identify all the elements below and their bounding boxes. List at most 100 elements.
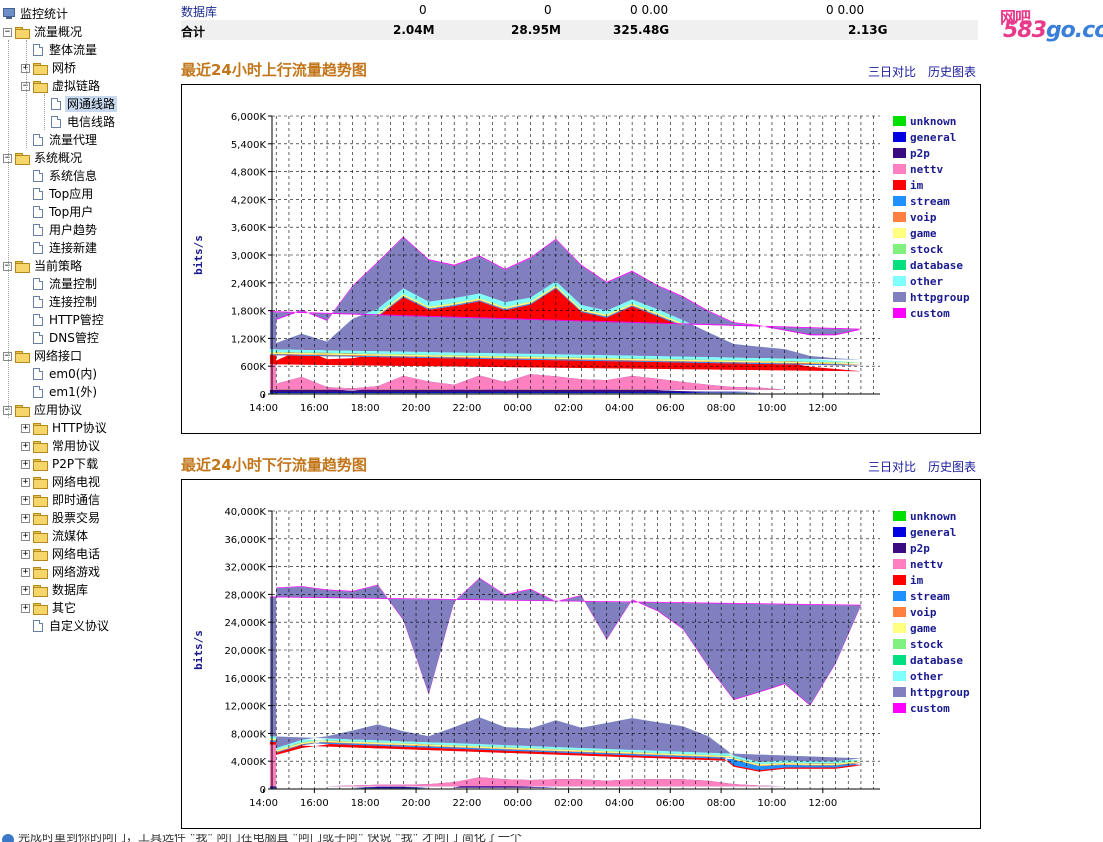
page-icon [33,386,43,398]
download-compare-link[interactable]: 三日对比 [868,460,917,474]
folder-icon [33,422,48,435]
folder-icon [33,458,48,471]
tree-item[interactable]: + 网桥 [21,59,78,77]
tree-item[interactable]: + 常用协议 [21,437,102,455]
tree-item[interactable]: DNS管控 [21,329,101,347]
y-tick-label: 4,800K [231,168,267,179]
x-tick-label: 04:00 [605,403,634,414]
y-tick-label: 1,200K [231,334,267,345]
series-area-httpgroup [269,578,861,762]
collapse-icon[interactable]: − [3,260,12,271]
expand-icon[interactable]: + [21,584,30,595]
upload-compare-link[interactable]: 三日对比 [868,65,917,79]
tree-item[interactable]: 流量控制 [21,275,99,293]
upload-history-link[interactable]: 历史图表 [928,65,977,79]
tree-item[interactable]: − 当前策略 [3,257,84,275]
legend-label: im [910,178,924,192]
expand-icon[interactable]: + [21,440,30,451]
y-tick-label: 0 [260,785,266,796]
page-icon [33,188,43,200]
tree-item-label: 网络游戏 [52,565,101,579]
tree-item[interactable]: 自定义协议 [21,617,111,635]
folder-icon [33,566,48,579]
legend-item-unknown: unknown [893,113,970,129]
tree-item[interactable]: em0(内) [21,365,99,383]
tree-item[interactable]: 电信线路 [39,113,117,131]
legend-label: unknown [910,114,957,128]
collapse-icon[interactable]: − [21,80,30,91]
tree-item[interactable]: 整体流量 [21,41,99,59]
legend-swatch [893,655,906,665]
y-tick-label: 20,000K [224,646,266,657]
collapse-icon[interactable]: − [3,26,12,37]
x-tick-label: 06:00 [656,798,685,809]
cell-value: 2.13G [848,23,888,37]
tree-guide-line [8,40,9,418]
expand-icon[interactable]: + [21,566,30,577]
x-tick-label: 02:00 [554,798,583,809]
download-chart-svg: 0 4,000K 8,000K 12,000K 16,000K 20,000K 24,000… [192,507,880,809]
tree-item[interactable]: + 网络电话 [21,545,102,563]
collapse-icon[interactable]: − [3,152,12,163]
page-icon [51,98,61,110]
tree-item-label: 流量概况 [34,25,83,39]
expand-icon[interactable]: + [21,530,30,541]
expand-icon[interactable]: + [21,458,30,469]
collapse-icon[interactable]: − [3,404,12,415]
tree-item[interactable]: + 股票交易 [21,509,102,527]
expand-icon[interactable]: + [21,548,30,559]
navigation-tree: 监控统计 − 流量概况整体流量 + 网桥 − 虚拟链路 网通线路 电信线路 流量代理 − 系统概况 系统… [0,0,176,842]
expand-icon[interactable]: + [21,512,30,523]
legend-label: stock [910,242,944,256]
legend-item-p2p: p2p [893,145,970,161]
folder-icon [33,512,48,525]
tree-item[interactable]: + HTTP协议 [21,419,109,437]
legend-label: voip [910,605,937,619]
tree-item-label: 股票交易 [52,511,101,525]
legend-label: p2p [910,541,930,555]
tree-item[interactable]: + 其它 [21,599,78,617]
tree-item[interactable]: Top用户 [21,203,95,221]
tree-item[interactable]: 连接控制 [21,293,99,311]
tree-item[interactable]: 系统信息 [21,167,99,185]
tree-item[interactable]: 连接新建 [21,239,99,257]
download-history-link[interactable]: 历史图表 [928,460,977,474]
tree-item[interactable]: + P2P下载 [21,455,100,473]
x-tick-label: 22:00 [452,798,481,809]
tree-item[interactable]: + 即时通信 [21,491,102,509]
tree-item-label: 网络电话 [52,547,101,561]
tree-item[interactable]: − 虚拟链路 [21,77,102,95]
tree-item[interactable]: em1(外) [21,383,99,401]
tree-item[interactable]: − 系统概况 [3,149,84,167]
summary-row-database: 数据库 0 0 0 0.00 0 0.00 [181,0,978,20]
tree-item-label: 流媒体 [52,529,89,543]
collapse-icon[interactable]: − [3,350,12,361]
tree-item[interactable]: Top应用 [21,185,95,203]
y-tick-label: 2,400K [231,279,267,290]
page-icon [33,368,43,380]
tree-item[interactable]: 流量代理 [21,131,99,149]
tree-item[interactable]: − 应用协议 [3,401,84,419]
tree-item[interactable]: 网通线路 [39,95,118,113]
expand-icon[interactable]: + [21,422,30,433]
tree-item[interactable]: 监控统计 [3,5,70,23]
expand-icon[interactable]: + [21,602,30,613]
expand-icon[interactable]: + [21,494,30,505]
tree-item[interactable]: + 流媒体 [21,527,90,545]
expand-icon[interactable]: + [21,62,30,73]
legend-item-custom: custom [893,305,970,321]
legend-label: general [910,130,957,144]
download-chart-title: 最近24小时下行流量趋势图 [181,456,367,474]
tree-item[interactable]: − 流量概况 [3,23,84,41]
tree-item[interactable]: + 网络电视 [21,473,102,491]
tree-item[interactable]: HTTP管控 [21,311,106,329]
expand-icon[interactable]: + [21,476,30,487]
tree-item[interactable]: + 数据库 [21,581,90,599]
x-tick-label: 08:00 [707,403,736,414]
tree-item[interactable]: − 网络接口 [3,347,84,365]
tree-item[interactable]: 用户趋势 [21,221,99,239]
tree-item[interactable]: + 网络游戏 [21,563,102,581]
folder-open-icon [15,404,30,417]
page-icon [33,296,43,308]
x-tick-label: 10:00 [758,403,787,414]
